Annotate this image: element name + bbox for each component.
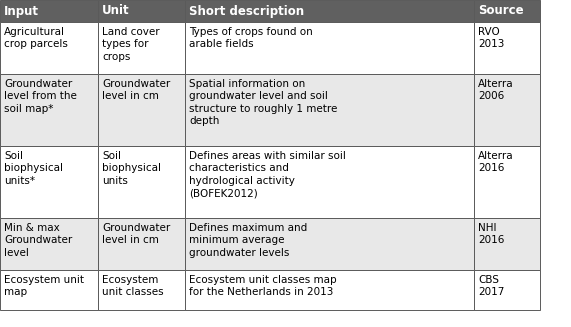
- Bar: [0, 74, 98, 146]
- Bar: [0, 0, 98, 22]
- Text: Unit: Unit: [102, 5, 130, 18]
- Bar: [474, 74, 540, 146]
- Bar: [474, 218, 540, 270]
- Bar: [185, 146, 474, 218]
- Text: Input: Input: [4, 5, 39, 18]
- Text: Ecosystem
unit classes: Ecosystem unit classes: [102, 275, 164, 297]
- Bar: [98, 0, 185, 22]
- Text: Agricultural
crop parcels: Agricultural crop parcels: [4, 27, 68, 49]
- Text: NHI
2016: NHI 2016: [478, 223, 504, 245]
- Bar: [474, 0, 540, 22]
- Bar: [474, 22, 540, 74]
- Bar: [98, 218, 185, 270]
- Text: Ecosystem unit
map: Ecosystem unit map: [4, 275, 84, 297]
- Bar: [474, 270, 540, 310]
- Text: Alterra
2016: Alterra 2016: [478, 151, 513, 173]
- Text: RVO
2013: RVO 2013: [478, 27, 504, 49]
- Bar: [98, 22, 185, 74]
- Bar: [185, 0, 474, 22]
- Text: Ecosystem unit classes map
for the Netherlands in 2013: Ecosystem unit classes map for the Nethe…: [189, 275, 337, 297]
- Text: Alterra
2006: Alterra 2006: [478, 79, 513, 101]
- Bar: [185, 74, 474, 146]
- Bar: [98, 146, 185, 218]
- Text: Land cover
types for
crops: Land cover types for crops: [102, 27, 160, 62]
- Text: Groundwater
level from the
soil map*: Groundwater level from the soil map*: [4, 79, 77, 114]
- Bar: [185, 22, 474, 74]
- Text: Source: Source: [478, 5, 524, 18]
- Text: Soil
biophysical
units*: Soil biophysical units*: [4, 151, 63, 186]
- Bar: [0, 218, 98, 270]
- Bar: [0, 146, 98, 218]
- Text: Groundwater
level in cm: Groundwater level in cm: [102, 79, 171, 101]
- Text: Short description: Short description: [189, 5, 304, 18]
- Text: CBS
2017: CBS 2017: [478, 275, 504, 297]
- Bar: [185, 270, 474, 310]
- Text: Spatial information on
groundwater level and soil
structure to roughly 1 metre
d: Spatial information on groundwater level…: [189, 79, 337, 126]
- Text: Defines areas with similar soil
characteristics and
hydrological activity
(BOFEK: Defines areas with similar soil characte…: [189, 151, 346, 198]
- Bar: [98, 74, 185, 146]
- Text: Types of crops found on
arable fields: Types of crops found on arable fields: [189, 27, 313, 49]
- Bar: [474, 146, 540, 218]
- Text: Soil
biophysical
units: Soil biophysical units: [102, 151, 161, 186]
- Text: Defines maximum and
minimum average
groundwater levels: Defines maximum and minimum average grou…: [189, 223, 307, 258]
- Text: Groundwater
level in cm: Groundwater level in cm: [102, 223, 171, 245]
- Bar: [0, 22, 98, 74]
- Text: Min & max
Groundwater
level: Min & max Groundwater level: [4, 223, 73, 258]
- Bar: [185, 218, 474, 270]
- Bar: [0, 270, 98, 310]
- Bar: [98, 270, 185, 310]
